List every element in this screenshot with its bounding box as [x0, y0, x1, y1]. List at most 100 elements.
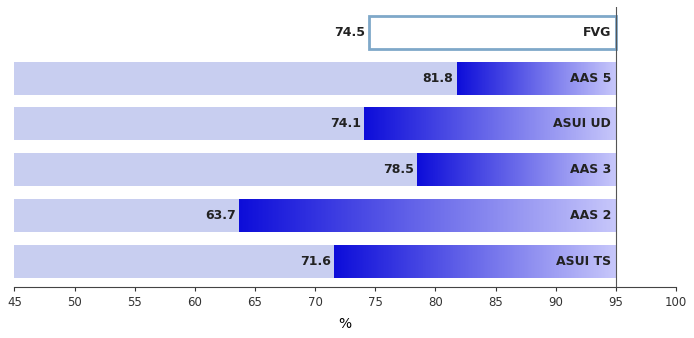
Bar	[446, 107, 448, 140]
Bar	[537, 245, 538, 278]
Bar	[584, 245, 585, 278]
Bar	[291, 199, 292, 232]
Bar	[543, 107, 545, 140]
Bar	[414, 245, 415, 278]
Bar	[461, 245, 462, 278]
Bar	[505, 107, 506, 140]
Bar	[370, 245, 371, 278]
Bar	[462, 199, 463, 232]
Bar	[609, 245, 610, 278]
Bar	[303, 199, 305, 232]
Bar	[398, 107, 399, 140]
Bar	[595, 245, 596, 278]
Bar	[337, 199, 339, 232]
Bar	[300, 199, 301, 232]
Bar	[511, 107, 512, 140]
Bar	[332, 199, 333, 232]
Bar	[399, 107, 400, 140]
Bar	[454, 107, 455, 140]
Bar	[243, 199, 244, 232]
Bar	[423, 107, 424, 140]
Bar	[258, 199, 260, 232]
Bar	[389, 245, 390, 278]
Bar	[595, 107, 597, 140]
Bar	[341, 245, 342, 278]
Bar	[505, 199, 507, 232]
Bar	[402, 107, 403, 140]
Bar	[391, 199, 392, 232]
Bar	[414, 199, 415, 232]
Bar	[386, 107, 387, 140]
Bar	[382, 199, 384, 232]
Bar	[578, 199, 579, 232]
Bar	[365, 199, 366, 232]
Bar	[613, 199, 614, 232]
Bar	[516, 107, 517, 140]
Bar	[364, 199, 365, 232]
Bar	[409, 107, 410, 140]
Bar	[262, 199, 263, 232]
Bar	[582, 107, 583, 140]
Bar	[361, 199, 362, 232]
Bar	[505, 245, 506, 278]
Bar	[606, 107, 607, 140]
Bar	[531, 107, 532, 140]
Bar	[429, 245, 430, 278]
Bar	[611, 245, 612, 278]
Bar	[542, 245, 543, 278]
Bar	[416, 199, 418, 232]
Bar	[475, 245, 476, 278]
Bar	[549, 107, 550, 140]
Bar	[452, 199, 454, 232]
Bar	[432, 199, 434, 232]
Bar	[372, 245, 373, 278]
Bar	[566, 107, 567, 140]
Bar	[469, 107, 470, 140]
Bar	[528, 107, 529, 140]
Bar	[539, 199, 541, 232]
Bar	[365, 107, 366, 140]
Bar	[459, 107, 460, 140]
Bar	[615, 107, 616, 140]
Bar	[472, 107, 473, 140]
Bar	[373, 107, 375, 140]
Bar	[482, 107, 484, 140]
Bar	[395, 107, 396, 140]
Bar	[382, 107, 383, 140]
Bar	[446, 199, 448, 232]
Bar	[500, 245, 501, 278]
Bar	[479, 199, 480, 232]
Bar	[567, 245, 568, 278]
Bar	[484, 245, 485, 278]
Bar	[509, 107, 510, 140]
Bar	[403, 107, 404, 140]
Bar	[355, 245, 356, 278]
Bar	[537, 107, 538, 140]
Bar	[429, 107, 430, 140]
Bar	[357, 245, 358, 278]
Bar	[419, 107, 420, 140]
Text: AAS 3: AAS 3	[570, 163, 611, 176]
Bar	[546, 245, 548, 278]
Bar	[377, 245, 378, 278]
Bar	[573, 199, 575, 232]
Bar	[482, 199, 483, 232]
Bar	[15, 153, 616, 186]
Bar	[518, 107, 519, 140]
Bar	[432, 107, 433, 140]
Bar	[573, 245, 575, 278]
Bar	[503, 199, 504, 232]
Bar	[325, 199, 326, 232]
Bar	[486, 199, 488, 232]
Bar	[601, 245, 602, 278]
Bar	[386, 199, 387, 232]
Bar	[569, 245, 570, 278]
Bar	[464, 199, 465, 232]
Bar	[563, 107, 564, 140]
Bar	[287, 199, 288, 232]
Bar	[366, 245, 367, 278]
Bar	[606, 199, 607, 232]
Bar	[496, 199, 497, 232]
Bar	[600, 245, 601, 278]
Bar	[495, 245, 496, 278]
